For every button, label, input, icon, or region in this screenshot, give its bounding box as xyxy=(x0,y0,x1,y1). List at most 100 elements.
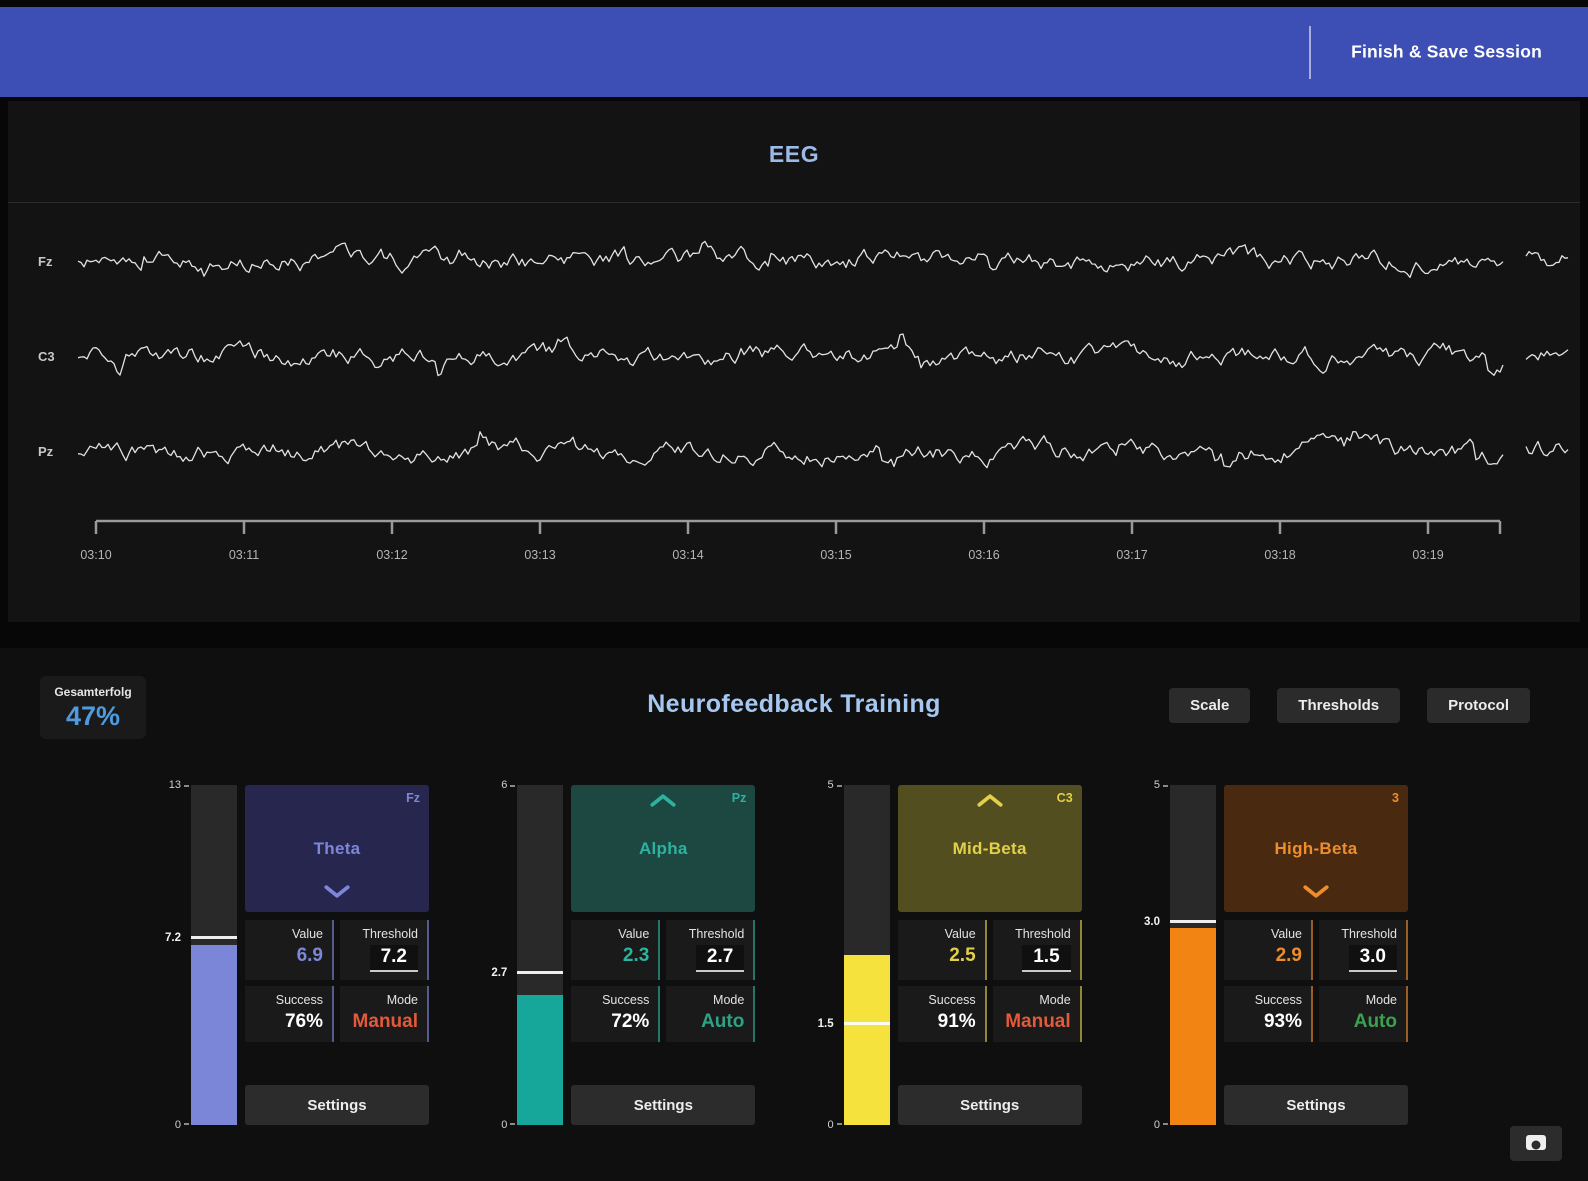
mode-value[interactable]: Manual xyxy=(352,1011,418,1032)
band-unit: 13 7.2 0 Fz Theta xyxy=(145,779,429,1131)
chevron-up-icon[interactable] xyxy=(649,793,677,813)
threshold-input[interactable]: 3.0 xyxy=(1348,945,1397,972)
meter-fill xyxy=(1169,928,1216,1125)
chevron-slot-top xyxy=(649,785,677,821)
band-name: High-Beta xyxy=(1274,838,1358,858)
scale-tick xyxy=(510,785,516,787)
finish-save-session-button[interactable]: Finish & Save Session xyxy=(1351,41,1542,62)
threshold-input[interactable]: 1.5 xyxy=(1022,945,1071,972)
time-tick-label: 03:18 xyxy=(1264,548,1295,562)
chevron-down-icon[interactable] xyxy=(1302,884,1330,904)
band-unit: 5 3.0 0 3 High-Beta xyxy=(1124,779,1408,1131)
eeg-panel: EEG Fz C3 Pz 03:10 03:11 03:12 03:13 03:14 03:15… xyxy=(8,101,1580,622)
band-unit: 6 2.7 0 Pz Alpha xyxy=(471,779,756,1131)
chevron-slot-bottom xyxy=(1302,876,1330,912)
threshold-cell: Threshold 1.5 xyxy=(992,920,1082,980)
threshold-scale-label: 7.2 xyxy=(165,932,181,944)
success-number: 93% xyxy=(1263,1011,1302,1032)
chevron-down-icon[interactable] xyxy=(323,884,351,904)
success-cell: Success 72% xyxy=(571,986,661,1042)
threshold-scale-label: 3.0 xyxy=(1143,916,1160,928)
overall-success-card: Gesamterfolg 47% xyxy=(40,676,146,739)
chevron-slot-bottom xyxy=(323,876,351,912)
band-cards-row: 13 7.2 0 Fz Theta xyxy=(145,779,1408,1131)
scale-zero-label: 0 xyxy=(827,1119,834,1131)
time-tick-label: 03:17 xyxy=(1116,548,1147,562)
mode-value[interactable]: Manual xyxy=(1005,1011,1071,1032)
overall-success-value: 47% xyxy=(65,701,121,731)
electrode-label: Fz xyxy=(406,791,420,805)
threshold-line[interactable] xyxy=(843,1022,890,1025)
threshold-line[interactable] xyxy=(1169,920,1216,923)
threshold-label: Threshold xyxy=(1341,927,1397,941)
time-tick-label: 03:14 xyxy=(672,548,703,562)
band-card: Fz Theta Value 6.9 xyxy=(245,785,429,1125)
meter-fill xyxy=(843,955,890,1125)
settings-button[interactable]: Settings xyxy=(245,1085,429,1125)
band-card: Pz Alpha Value 2.3 xyxy=(571,785,756,1125)
settings-button[interactable]: Settings xyxy=(571,1085,756,1125)
threshold-line[interactable] xyxy=(191,936,237,939)
time-tick-label: 03:15 xyxy=(820,548,851,562)
mode-value[interactable]: Auto xyxy=(701,1011,745,1032)
threshold-label: Threshold xyxy=(362,927,418,941)
mode-cell: Mode Manual xyxy=(992,986,1082,1042)
eeg-title: EEG xyxy=(768,141,820,167)
eeg-trace xyxy=(1525,250,1569,267)
scale-tick xyxy=(184,1123,189,1125)
value-cell: Value 2.3 xyxy=(571,920,661,980)
success-cell: Success 91% xyxy=(897,986,987,1042)
band-unit: 5 1.5 0 C3 Mid-Beta xyxy=(798,779,1082,1131)
thresholds-button[interactable]: Thresholds xyxy=(1277,688,1401,723)
scale-button[interactable]: Scale xyxy=(1169,688,1251,723)
overall-success-label: Gesamterfolg xyxy=(54,685,132,699)
channel-label: C3 xyxy=(38,349,55,364)
threshold-input[interactable]: 2.7 xyxy=(695,945,745,972)
mode-value[interactable]: Auto xyxy=(1353,1011,1397,1032)
settings-button[interactable]: Settings xyxy=(897,1085,1082,1125)
band-meter: 5 1.5 0 xyxy=(798,779,898,1131)
value-label: Value xyxy=(618,927,650,941)
section-title: Neurofeedback Training xyxy=(647,690,941,718)
electrode-label: Pz xyxy=(731,791,747,805)
channel-label: Pz xyxy=(38,444,54,459)
success-label: Success xyxy=(602,993,650,1007)
value-cell: Value 2.5 xyxy=(897,920,987,980)
threshold-cell: Threshold 2.7 xyxy=(666,920,756,980)
value-number: 6.9 xyxy=(296,945,323,966)
band-stats: Value 2.3 Threshold 2.7 Success 72% Mode… xyxy=(571,920,756,1042)
time-tick-label: 03:10 xyxy=(80,548,111,562)
threshold-label: Threshold xyxy=(688,927,745,941)
success-number: 76% xyxy=(284,1011,323,1032)
protocol-button[interactable]: Protocol xyxy=(1427,688,1530,723)
threshold-input[interactable]: 7.2 xyxy=(369,945,418,972)
toolbar: Scale Thresholds Protocol xyxy=(1169,688,1530,723)
snapshot-button[interactable] xyxy=(1510,1126,1562,1161)
eeg-traces-chart: Fz C3 Pz 03:10 03:11 03:12 03:13 03:14 03:15 03:1… xyxy=(38,240,1569,562)
success-cell: Success 76% xyxy=(245,986,334,1042)
mode-label: Mode xyxy=(713,993,745,1007)
threshold-line[interactable] xyxy=(517,971,564,974)
mode-label: Mode xyxy=(1365,993,1397,1007)
band-name: Mid-Beta xyxy=(952,838,1027,858)
threshold-cell: Threshold 7.2 xyxy=(340,920,429,980)
time-tick-label: 03:16 xyxy=(968,548,999,562)
settings-button[interactable]: Settings xyxy=(1223,1085,1408,1125)
meter-fill xyxy=(191,945,237,1125)
eeg-trace xyxy=(77,430,1504,469)
meter-track xyxy=(191,785,237,1125)
topbar-divider xyxy=(1309,26,1311,79)
band-card: C3 Mid-Beta Value 2.5 xyxy=(897,785,1082,1125)
value-number: 2.3 xyxy=(622,945,650,966)
value-cell: Value 6.9 xyxy=(245,920,334,980)
eeg-trace xyxy=(1525,349,1569,361)
scale-tick xyxy=(1162,785,1168,787)
chevron-up-icon[interactable] xyxy=(976,793,1004,813)
band-card-header: Pz Alpha xyxy=(571,785,756,912)
channel-label: Fz xyxy=(38,254,53,269)
time-tick-label: 03:13 xyxy=(524,548,555,562)
band-card-header: C3 Mid-Beta xyxy=(897,785,1082,912)
scale-zero-label: 0 xyxy=(1153,1119,1160,1131)
success-label: Success xyxy=(1254,993,1302,1007)
success-label: Success xyxy=(275,993,323,1007)
